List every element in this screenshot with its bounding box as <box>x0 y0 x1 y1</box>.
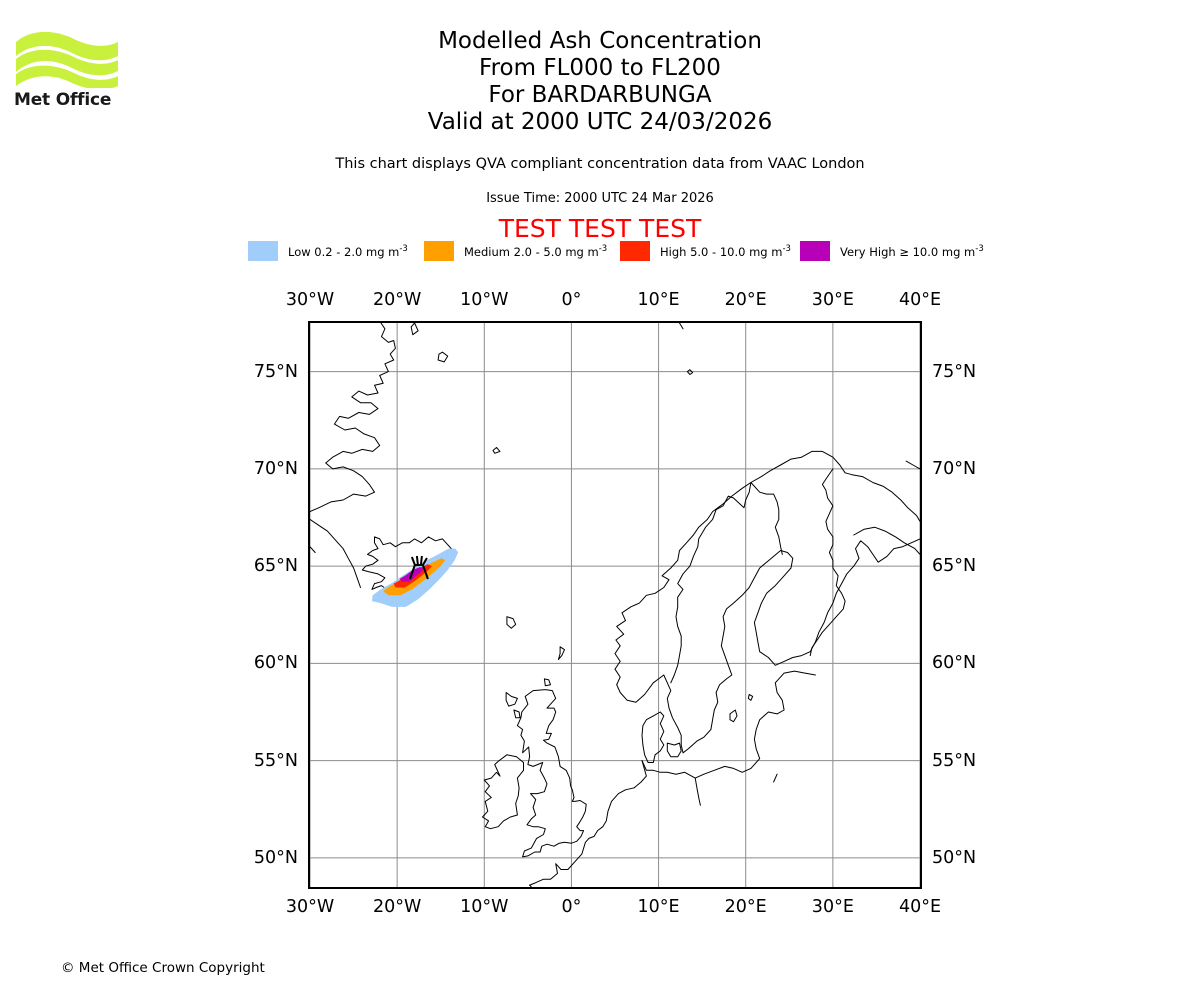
coastline-path <box>747 694 754 701</box>
lon-tick-bottom-0: 30°W <box>285 897 335 917</box>
coastline-path <box>506 616 517 629</box>
lon-tick-top-5: 20°E <box>724 290 767 310</box>
lat-tick-right-3: 65°N <box>932 556 977 577</box>
coastline-path <box>905 460 920 470</box>
met-office-waves-icon <box>16 31 118 88</box>
page-title: Modelled Ash Concentration <box>438 28 762 54</box>
lon-tick-bottom-3: 0° <box>561 897 582 917</box>
flight-level-range: From FL000 to FL200 <box>479 55 721 81</box>
coastline-path <box>310 323 396 513</box>
coastline-path <box>853 526 920 555</box>
lon-tick-bottom-4: 10°E <box>637 897 680 917</box>
lon-tick-top-3: 0° <box>561 290 582 310</box>
lon-tick-bottom-5: 20°E <box>724 897 767 917</box>
coastline-path <box>310 546 316 553</box>
volcano-symbol-icon <box>408 555 429 580</box>
coastline-path <box>310 518 361 588</box>
valid-time-line: Valid at 2000 UTC 24/03/2026 <box>427 109 773 135</box>
coastline-path <box>557 646 565 660</box>
coastline-path <box>529 837 590 886</box>
coastline-path <box>437 351 449 363</box>
coastline-path <box>482 754 524 830</box>
coastline-path <box>670 482 752 684</box>
lat-tick-right-2: 60°N <box>932 653 977 674</box>
legend-swatch-high <box>620 241 650 261</box>
legend-item-very-high: Very High ≥ 10.0 mg m-3 <box>800 239 984 263</box>
lon-tick-bottom-2: 10°W <box>460 897 509 917</box>
legend-item-low: Low 0.2 - 2.0 mg m-3 <box>248 239 408 263</box>
chart-title-block: Modelled Ash Concentration From FL000 to… <box>0 28 1200 136</box>
coastline-path <box>809 468 846 657</box>
coastline-path <box>616 538 920 754</box>
met-office-wordmark: Met Office <box>14 90 112 110</box>
legend-swatch-medium <box>424 241 454 261</box>
volcano-name-line: For BARDARBUNGA <box>488 82 712 108</box>
met-office-logo: Met Office <box>14 26 124 112</box>
coastline-path <box>410 323 419 336</box>
lon-tick-top-4: 10°E <box>637 290 680 310</box>
coastline-path <box>633 760 647 789</box>
coastline-path <box>492 447 501 454</box>
coastline-path <box>729 709 738 723</box>
coastline-path <box>666 742 682 758</box>
test-banner: TEST TEST TEST <box>498 214 702 243</box>
lon-tick-top-0: 30°W <box>285 290 335 310</box>
lat-tick-left-5: 75°N <box>253 361 298 382</box>
coastline-path <box>773 773 778 783</box>
coastline-path <box>641 711 665 763</box>
lat-tick-left-4: 70°N <box>253 458 298 479</box>
coastlines-layer <box>310 323 920 887</box>
legend-swatch-low <box>248 241 278 261</box>
qva-subtitle: This chart displays QVA compliant concen… <box>335 156 865 172</box>
coastline-path <box>513 709 521 719</box>
lon-tick-top-2: 10°W <box>460 290 509 310</box>
lat-tick-left-3: 65°N <box>253 556 298 577</box>
coastline-path <box>614 450 920 686</box>
concentration-legend: Low 0.2 - 2.0 mg m-3 Medium 2.0 - 5.0 mg… <box>248 239 988 263</box>
lat-tick-right-1: 55°N <box>932 750 977 771</box>
coastline-path <box>588 787 635 839</box>
lon-tick-top-7: 40°E <box>898 290 942 310</box>
legend-item-medium: Medium 2.0 - 5.0 mg m-3 <box>424 239 607 263</box>
coastline-path <box>750 482 783 555</box>
legend-label-very-high: Very High ≥ 10.0 mg m-3 <box>840 243 984 259</box>
coastline-path <box>641 670 816 779</box>
ash-concentration-map: 30°W 30°W 20°W 20°W 10°W 10°W 0° 0° 10°E 10°E 20°E… <box>254 290 976 917</box>
map-canvas <box>310 323 920 887</box>
legend-label-medium: Medium 2.0 - 5.0 mg m-3 <box>464 243 608 259</box>
issue-time-text: Issue Time: 2000 UTC 24 Mar 2026 <box>486 191 714 206</box>
lon-tick-bottom-1: 20°W <box>372 897 422 917</box>
legend-item-high: High 5.0 - 10.0 mg m-3 <box>620 239 791 263</box>
coastline-path <box>694 777 701 806</box>
coastline-path <box>516 689 587 858</box>
lat-tick-left-1: 55°N <box>253 750 298 771</box>
lat-tick-right-4: 70°N <box>932 458 977 479</box>
legend-label-low: Low 0.2 - 2.0 mg m-3 <box>288 243 408 259</box>
coastline-path <box>543 678 551 687</box>
map-frame <box>308 321 922 889</box>
coastline-path <box>679 323 684 330</box>
lon-tick-top-6: 30°E <box>811 290 854 310</box>
legend-label-high: High 5.0 - 10.0 mg m-3 <box>660 243 791 259</box>
graticule-gridlines <box>310 323 920 887</box>
lat-tick-right-5: 75°N <box>932 361 977 382</box>
copyright-text: © Met Office Crown Copyright <box>61 960 265 976</box>
lon-tick-bottom-6: 30°E <box>811 897 854 917</box>
coastline-path <box>686 369 694 375</box>
coastline-path <box>529 884 533 887</box>
lat-tick-left-2: 60°N <box>253 653 298 674</box>
lon-tick-top-1: 20°W <box>372 290 422 310</box>
legend-swatch-very-high <box>800 241 830 261</box>
lat-tick-left-0: 50°N <box>253 847 298 868</box>
lat-tick-right-0: 50°N <box>932 847 977 868</box>
lon-tick-bottom-7: 40°E <box>898 897 942 917</box>
volcano-marker <box>408 555 429 580</box>
coastline-path <box>505 692 518 707</box>
